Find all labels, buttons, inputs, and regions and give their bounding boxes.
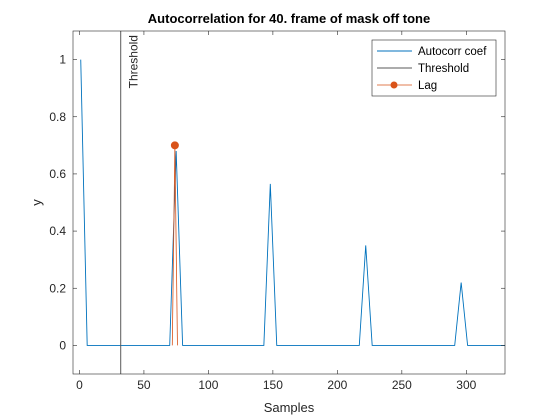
autocorr-series-line: [80, 59, 505, 346]
threshold-annotation: Threshold: [127, 35, 141, 88]
lag-point: [170, 141, 179, 150]
plot-frame: [72, 30, 506, 375]
x-tick-label: 50: [137, 378, 151, 392]
x-tick-label: 300: [456, 378, 476, 392]
x-tick-label: 0: [76, 378, 83, 392]
legend-label: Lag: [418, 80, 437, 92]
x-axis-ticks: 0 50 100 150 200 250 300: [76, 31, 477, 392]
legend-swatch-lag-point: [390, 81, 398, 89]
x-axis-label: Samples: [264, 400, 315, 415]
x-tick-label: 250: [392, 378, 412, 392]
x-tick-label: 100: [198, 378, 218, 392]
y-axis-label: y: [29, 199, 44, 206]
y-tick-label: 0: [59, 338, 66, 352]
chart-title: Autocorrelation for 40. frame of mask of…: [148, 11, 430, 26]
legend-label: Threshold: [418, 63, 469, 75]
y-tick-label: 0.6: [49, 167, 66, 181]
x-tick-label: 150: [263, 378, 283, 392]
y-tick-label: 0.4: [49, 224, 66, 238]
chart-marks: [80, 31, 505, 374]
y-tick-label: 1: [59, 53, 66, 67]
y-axis-ticks: 0 0.2 0.4 0.6 0.8 1: [49, 53, 505, 352]
legend-label: Autocorr coef: [418, 46, 487, 58]
legend: Autocorr coef Threshold Lag: [371, 39, 497, 97]
y-tick-label: 0.8: [49, 110, 66, 124]
y-tick-label: 0.2: [49, 281, 66, 295]
x-tick-label: 200: [327, 378, 347, 392]
